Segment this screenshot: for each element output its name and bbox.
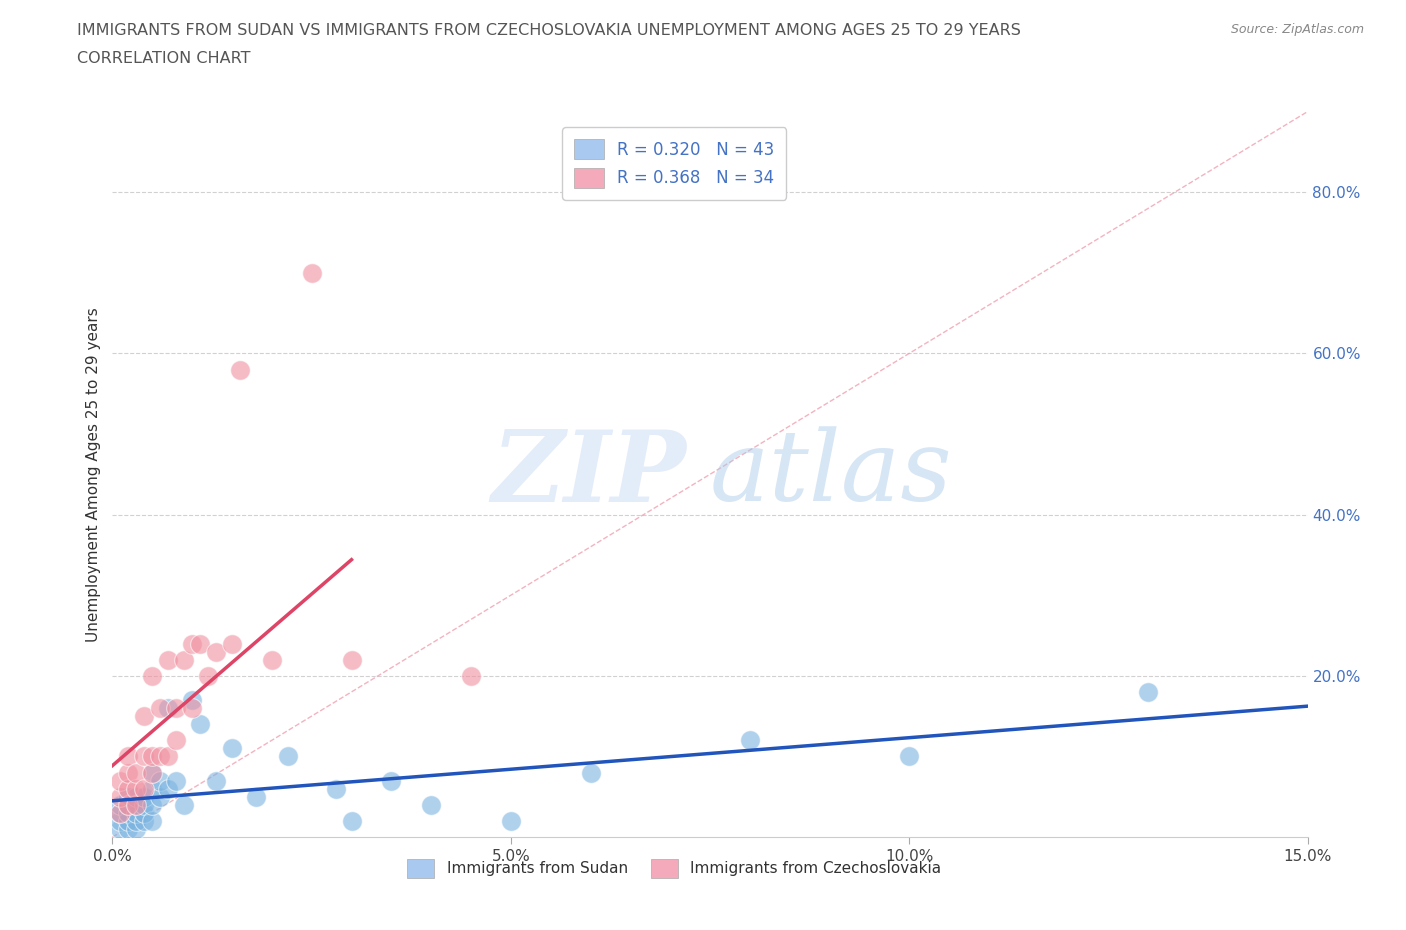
Point — [141, 797, 163, 812]
Point — [125, 765, 148, 780]
Point — [149, 749, 172, 764]
Text: ZIP: ZIP — [491, 426, 686, 523]
Point — [141, 781, 163, 796]
Point — [499, 814, 522, 829]
Point — [221, 741, 243, 756]
Point — [157, 700, 180, 715]
Point — [125, 797, 148, 812]
Point — [149, 700, 172, 715]
Point — [340, 814, 363, 829]
Point — [110, 805, 132, 820]
Point — [141, 814, 163, 829]
Point — [117, 814, 139, 829]
Point — [420, 797, 443, 812]
Point — [205, 644, 228, 659]
Point — [125, 814, 148, 829]
Point — [325, 781, 347, 796]
Point — [117, 765, 139, 780]
Point — [260, 652, 283, 667]
Point — [134, 805, 156, 820]
Point — [134, 790, 156, 804]
Point — [125, 821, 148, 836]
Point — [134, 781, 156, 796]
Text: IMMIGRANTS FROM SUDAN VS IMMIGRANTS FROM CZECHOSLOVAKIA UNEMPLOYMENT AMONG AGES : IMMIGRANTS FROM SUDAN VS IMMIGRANTS FROM… — [77, 23, 1021, 38]
Point — [157, 749, 180, 764]
Point — [125, 805, 148, 820]
Text: Source: ZipAtlas.com: Source: ZipAtlas.com — [1230, 23, 1364, 36]
Point — [188, 717, 211, 732]
Point — [1137, 684, 1160, 699]
Point — [173, 797, 195, 812]
Point — [117, 797, 139, 812]
Point — [157, 652, 180, 667]
Point — [165, 700, 187, 715]
Point — [117, 797, 139, 812]
Text: atlas: atlas — [710, 427, 953, 522]
Point — [117, 749, 139, 764]
Point — [165, 733, 187, 748]
Point — [149, 773, 172, 788]
Point — [125, 790, 148, 804]
Point — [110, 797, 132, 812]
Point — [460, 669, 482, 684]
Point — [277, 749, 299, 764]
Point — [141, 749, 163, 764]
Point — [110, 790, 132, 804]
Point — [141, 765, 163, 780]
Legend: Immigrants from Sudan, Immigrants from Czechoslovakia: Immigrants from Sudan, Immigrants from C… — [401, 853, 948, 884]
Point — [110, 773, 132, 788]
Point — [181, 636, 204, 651]
Point — [141, 765, 163, 780]
Point — [221, 636, 243, 651]
Point — [340, 652, 363, 667]
Point — [134, 709, 156, 724]
Point — [898, 749, 921, 764]
Point — [110, 805, 132, 820]
Point — [125, 781, 148, 796]
Point — [125, 797, 148, 812]
Point — [110, 814, 132, 829]
Point — [738, 733, 761, 748]
Point — [117, 781, 139, 796]
Text: CORRELATION CHART: CORRELATION CHART — [77, 51, 250, 66]
Point — [301, 265, 323, 280]
Point — [117, 790, 139, 804]
Point — [117, 805, 139, 820]
Point — [165, 773, 187, 788]
Point — [579, 765, 602, 780]
Point — [149, 790, 172, 804]
Point — [117, 821, 139, 836]
Point — [197, 669, 219, 684]
Point — [157, 781, 180, 796]
Point — [229, 362, 252, 377]
Point — [181, 700, 204, 715]
Point — [245, 790, 267, 804]
Point — [134, 814, 156, 829]
Point — [134, 797, 156, 812]
Point — [188, 636, 211, 651]
Point — [380, 773, 402, 788]
Y-axis label: Unemployment Among Ages 25 to 29 years: Unemployment Among Ages 25 to 29 years — [86, 307, 101, 642]
Point — [110, 821, 132, 836]
Point — [134, 749, 156, 764]
Point — [181, 693, 204, 708]
Point — [205, 773, 228, 788]
Point — [173, 652, 195, 667]
Point — [141, 669, 163, 684]
